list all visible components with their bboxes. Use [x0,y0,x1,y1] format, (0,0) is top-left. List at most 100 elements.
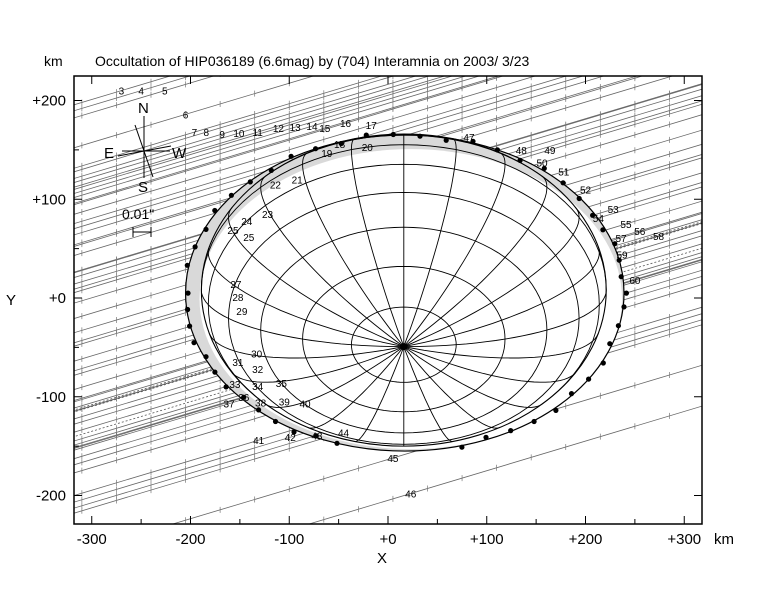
chord-label: 59 [616,251,628,262]
chord-line [74,76,215,119]
timing-point [553,407,559,413]
chart-title: Occultation of HIP036189 (6.6mag) by (70… [95,53,529,69]
timing-point [483,434,489,440]
chord-label: 35 [276,379,288,390]
meridian-line [354,346,405,442]
meridian-line [208,333,404,359]
compass-tilt-line-2 [117,145,172,157]
timing-point [256,407,262,413]
y-unit-label: km [44,53,63,69]
compass-east: E [104,145,114,162]
chord-label: 5 [162,87,168,98]
x-tick-label: -100 [274,531,304,548]
chord-label: 13 [290,123,302,134]
meridian-line [403,346,453,442]
timing-point [621,304,627,310]
chord-line [74,76,431,183]
meridian-line [260,175,405,347]
timing-point [313,433,319,439]
timing-point [268,167,274,173]
parallel-line [228,191,580,445]
timing-point [291,429,297,435]
timing-point [600,227,606,233]
chord-line [74,76,505,206]
y-tick-label: +0 [49,290,66,307]
chord-label: 15 [319,124,331,135]
compass-west: W [172,145,187,162]
timing-point [192,244,198,250]
parallel-line [207,163,600,405]
y-tick-label: -200 [36,488,66,505]
chord-label: 40 [299,400,311,411]
compass-south: S [138,179,148,196]
chord-label: 19 [321,149,333,160]
timing-point [531,418,537,425]
timing-point [517,157,523,163]
chord-label: 30 [251,349,263,360]
chord-label: 25 [243,233,255,244]
timing-point [576,195,582,202]
x-tick-label: +0 [379,531,396,548]
chord-label: 51 [558,168,570,179]
chord-label: 20 [362,143,374,154]
x-tick-label: -200 [175,531,205,548]
chord-line [74,76,568,225]
chord-label: 29 [236,307,248,318]
chord-line [74,76,537,215]
parallel-line [260,226,548,434]
chord-label: 11 [252,128,263,139]
chord-line [74,76,454,190]
chord-line [171,364,702,524]
timing-point [212,207,218,214]
timing-point [247,179,253,185]
meridian-line [403,333,599,359]
sphere-outline [200,133,607,447]
chord-label: 55 [620,220,632,231]
timing-point [612,241,618,247]
chord-label: 52 [580,185,592,196]
chord-label: 41 [253,436,265,447]
chord-line [307,405,702,524]
chord-line [74,76,501,204]
timing-point [212,369,218,375]
chord-label: 33 [229,380,241,391]
chord-label: 25 [227,226,239,237]
pole-marker [400,343,408,351]
timing-point [228,192,234,198]
timing-point [443,137,449,143]
timing-point [313,146,319,152]
chord-label: 36 [238,393,250,404]
compass: N S E W [104,100,187,196]
y-tick-label: +100 [32,191,66,208]
compass-north: N [138,100,149,117]
timing-point [470,138,476,144]
chord-line [74,76,447,188]
scale-bar: 0.01" [122,206,154,237]
chord-label: 8 [204,128,210,139]
timing-point [600,360,606,366]
asteroid-sphere [184,133,625,452]
chord-label: 7 [192,128,198,139]
timing-point [363,132,369,138]
x-tick-label: +100 [470,531,504,548]
timing-point [184,262,190,268]
timing-point [541,165,547,171]
chord-labels: 3 4 567 8 9 10 11 12 13 14 15 16 1718192021222324252… [119,87,665,501]
axes: -300 -200 -100 +0 +100 +200 +300 +200 +100 +0 -100… [32,76,702,548]
chord-label: 24 [241,217,253,228]
chord-line [74,76,315,149]
chord-label: 16 [340,119,352,130]
timing-point [459,444,465,450]
timing-point [390,131,396,138]
timing-point [203,354,209,360]
chord-line [74,76,468,194]
timing-point [203,226,209,232]
parallel-line [302,265,506,413]
chord-label: 27 [230,280,242,291]
timing-point [586,376,592,382]
meridian-line [403,246,600,348]
x-tick-label: -300 [77,531,107,548]
chord-label: 49 [544,146,556,157]
meridian-line [403,206,580,348]
